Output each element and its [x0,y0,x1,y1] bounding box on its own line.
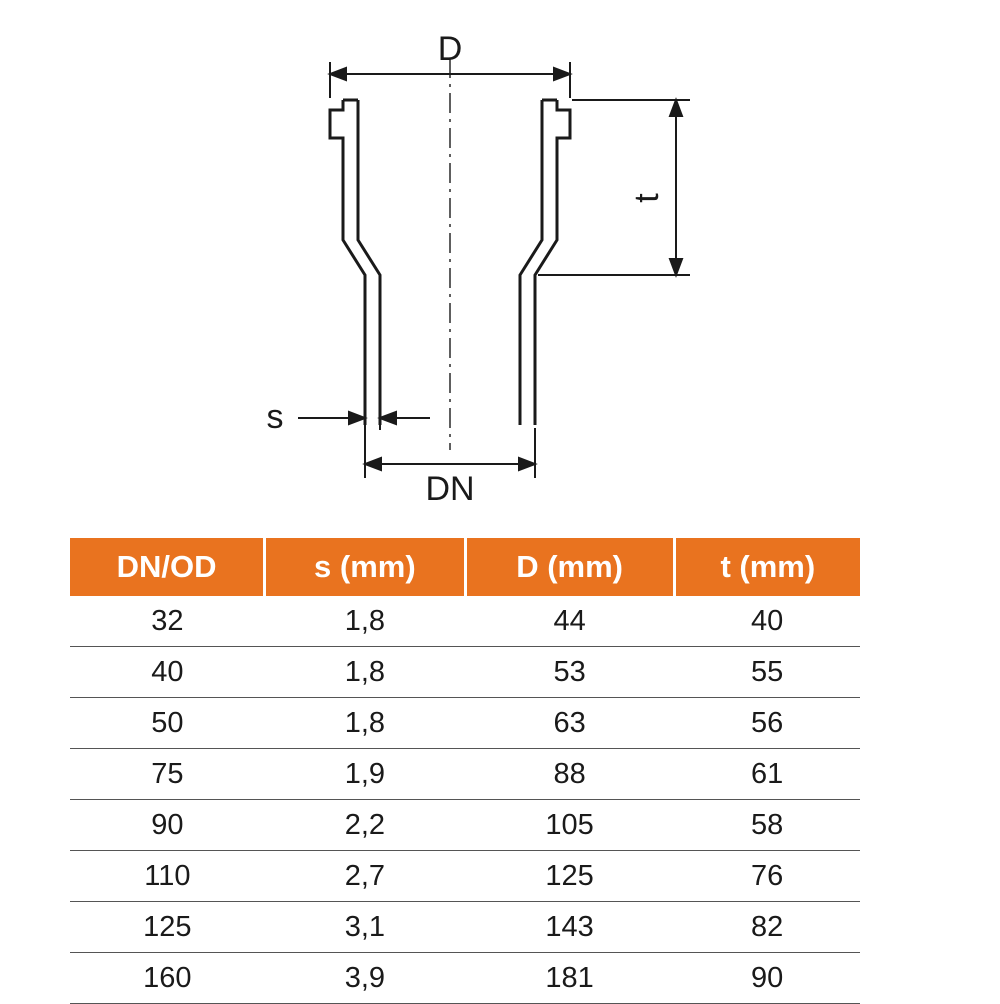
table-row: 401,85355 [70,647,860,698]
label-dn: DN [425,470,474,508]
table-header-cell: D (mm) [465,538,674,596]
table-cell: 143 [465,902,674,953]
label-t: t [628,193,666,203]
table-cell: 75 [70,749,265,800]
table-cell: 3,9 [265,953,465,1004]
table-cell: 1,8 [265,698,465,749]
table-cell: 90 [674,953,860,1004]
table-cell: 56 [674,698,860,749]
table-row: 1102,712576 [70,851,860,902]
table-header-cell: s (mm) [265,538,465,596]
table-cell: 160 [70,953,265,1004]
table-cell: 125 [465,851,674,902]
table-cell: 3,1 [265,902,465,953]
table-cell: 1,9 [265,749,465,800]
table-row: 751,98861 [70,749,860,800]
table-cell: 58 [674,800,860,851]
table-cell: 40 [70,647,265,698]
table-row: 1253,114382 [70,902,860,953]
diagram-svg: D t DN [180,30,820,510]
table-cell: 76 [674,851,860,902]
table-cell: 105 [465,800,674,851]
table-cell: 32 [70,596,265,647]
label-s: s [267,398,284,436]
table-body: 321,84440401,85355501,86356751,98861902,… [70,596,860,1004]
spec-table: DN/ODs (mm)D (mm)t (mm) 321,84440401,853… [70,538,860,1004]
table-cell: 2,2 [265,800,465,851]
table-cell: 1,8 [265,647,465,698]
table-cell: 1,8 [265,596,465,647]
table-cell: 50 [70,698,265,749]
table-row: 321,84440 [70,596,860,647]
table-cell: 82 [674,902,860,953]
table-cell: 2,7 [265,851,465,902]
table-cell: 63 [465,698,674,749]
pipe-diagram: D t DN [180,30,820,510]
table-row: 1603,918190 [70,953,860,1004]
table-cell: 90 [70,800,265,851]
table-cell: 53 [465,647,674,698]
table-row: 501,86356 [70,698,860,749]
table-header-cell: DN/OD [70,538,265,596]
table-row: 902,210558 [70,800,860,851]
label-d: D [438,30,463,68]
table-cell: 61 [674,749,860,800]
table-header-row: DN/ODs (mm)D (mm)t (mm) [70,538,860,596]
table-cell: 55 [674,647,860,698]
table-cell: 44 [465,596,674,647]
table-header-cell: t (mm) [674,538,860,596]
table-cell: 40 [674,596,860,647]
table-cell: 125 [70,902,265,953]
table-cell: 110 [70,851,265,902]
dimensions-table: DN/ODs (mm)D (mm)t (mm) 321,84440401,853… [70,538,860,1004]
table-cell: 88 [465,749,674,800]
table-cell: 181 [465,953,674,1004]
